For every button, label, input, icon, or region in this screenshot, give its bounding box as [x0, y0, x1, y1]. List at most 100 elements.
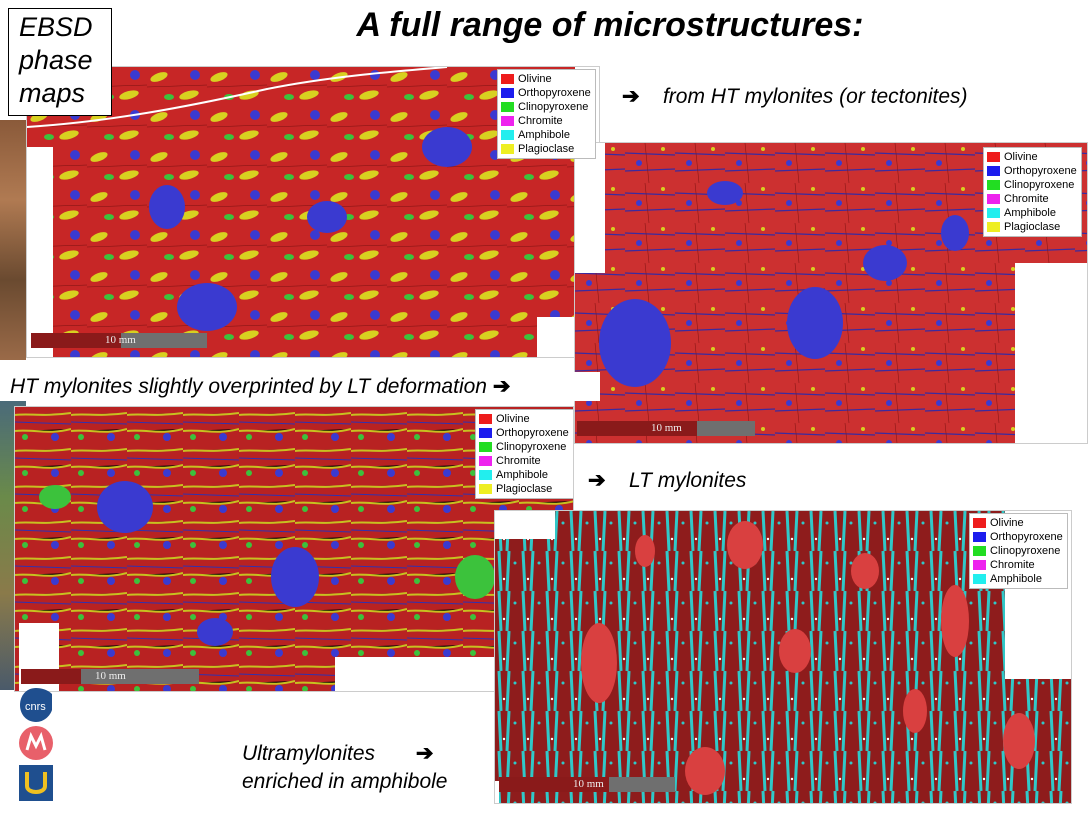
arrow-icon: ➔ [588, 469, 606, 492]
legend-label: Amphibole [518, 129, 570, 141]
legend-item: Clinopyroxene [501, 100, 591, 114]
legend-label: Chromite [496, 455, 541, 467]
legend-item: Chromite [479, 454, 569, 468]
svg-text:cnrs: cnrs [25, 701, 46, 713]
ebsd-map-ht-overprinted: Olivine Orthopyroxene Clinopyroxene Chro… [14, 406, 574, 692]
legend-item: Amphibole [479, 468, 569, 482]
university-logo-icon [19, 765, 53, 801]
legend-item: Olivine [973, 516, 1063, 530]
scale-label: 10 mm [105, 334, 136, 346]
legend-label: Plagioclase [496, 483, 553, 495]
ebsd-phase-maps-label: EBSD phase maps [8, 8, 112, 116]
ebsd-label-line: phase [19, 45, 93, 75]
scale-bar: 10 mm [577, 421, 755, 436]
phase-legend: Olivine Orthopyroxene Clinopyroxene Chro… [497, 69, 596, 159]
university-logo [18, 764, 54, 802]
ebsd-label-line: maps [19, 78, 86, 108]
legend-swatch [987, 194, 1000, 204]
scale-bar: 10 mm [499, 777, 675, 792]
legend-swatch [987, 180, 1000, 190]
decorative-side-strip [0, 120, 26, 360]
legend-label: Plagioclase [1004, 221, 1061, 233]
cnrs-logo: cnrs [18, 686, 54, 724]
legend-label: Olivine [1004, 151, 1038, 163]
page-title: A full range of microstructures: [356, 6, 864, 44]
montpellier-logo [18, 724, 54, 762]
legend-item: Plagioclase [479, 482, 569, 496]
legend-item: Olivine [479, 412, 569, 426]
legend-swatch [987, 152, 1000, 162]
legend-swatch [501, 74, 514, 84]
legend-label: Plagioclase [518, 143, 575, 155]
legend-swatch [987, 166, 1000, 176]
legend-item: Orthopyroxene [501, 86, 591, 100]
legend-swatch [479, 414, 492, 424]
arrow-icon: ➔ [492, 375, 511, 398]
legend-item: Clinopyroxene [973, 544, 1063, 558]
legend-swatch [973, 560, 986, 570]
legend-item: Plagioclase [987, 220, 1077, 234]
legend-label: Amphibole [496, 469, 548, 481]
legend-item: Olivine [987, 150, 1077, 164]
legend-label: Olivine [990, 517, 1024, 529]
legend-label: Amphibole [990, 573, 1042, 585]
legend-swatch [987, 208, 1000, 218]
legend-swatch [501, 116, 514, 126]
legend-item: Chromite [501, 114, 591, 128]
legend-item: Orthopyroxene [973, 530, 1063, 544]
legend-swatch [501, 102, 514, 112]
legend-swatch [479, 428, 492, 438]
legend-label: Orthopyroxene [990, 531, 1063, 543]
ebsd-map-ht-right: Olivine Orthopyroxene Clinopyroxene Chro… [574, 142, 1088, 444]
legend-label: Orthopyroxene [496, 427, 569, 439]
legend-item: Chromite [987, 192, 1077, 206]
ebsd-label-line: EBSD [19, 12, 93, 42]
ebsd-map-ultramylonite: Olivine Orthopyroxene Clinopyroxene Chro… [494, 510, 1072, 804]
caption-text: from HT mylonites (or tectonites) [662, 85, 968, 108]
caption-lt-mylonites: ➔ LT mylonites [588, 468, 746, 493]
scale-label: 10 mm [573, 778, 604, 790]
legend-label: Clinopyroxene [1004, 179, 1075, 191]
legend-label: Orthopyroxene [518, 87, 591, 99]
montpellier-logo-icon [19, 726, 53, 760]
scale-label: 10 mm [651, 422, 682, 434]
legend-swatch [479, 456, 492, 466]
legend-swatch [501, 144, 514, 154]
legend-swatch [501, 88, 514, 98]
legend-swatch [973, 574, 986, 584]
legend-label: Chromite [518, 115, 563, 127]
legend-item: Plagioclase [501, 142, 591, 156]
legend-label: Clinopyroxene [518, 101, 589, 113]
legend-swatch [501, 130, 514, 140]
legend-label: Chromite [1004, 193, 1049, 205]
legend-label: Olivine [496, 413, 530, 425]
legend-item: Amphibole [973, 572, 1063, 586]
legend-item: Chromite [973, 558, 1063, 572]
caption-text: HT mylonites slightly overprinted by LT … [10, 375, 487, 398]
scale-label: 10 mm [95, 670, 126, 682]
legend-swatch [479, 442, 492, 452]
legend-item: Clinopyroxene [987, 178, 1077, 192]
arrow-icon: ➔ [622, 85, 640, 108]
caption-ultramylonites: Ultramylonites ➔ enriched in amphibole [242, 740, 447, 796]
legend-swatch [479, 470, 492, 480]
legend-label: Amphibole [1004, 207, 1056, 219]
legend-label: Clinopyroxene [496, 441, 567, 453]
legend-item: Olivine [501, 72, 591, 86]
legend-swatch [479, 484, 492, 494]
arrow-icon: ➔ [415, 742, 434, 765]
caption-text: LT mylonites [628, 469, 747, 492]
legend-label: Orthopyroxene [1004, 165, 1077, 177]
caption-text: Ultramylonites [242, 742, 376, 765]
legend-swatch [973, 518, 986, 528]
caption-text: enriched in amphibole [242, 770, 448, 793]
phase-legend: Olivine Orthopyroxene Clinopyroxene Chro… [475, 409, 573, 499]
legend-swatch [973, 532, 986, 542]
legend-item: Orthopyroxene [479, 426, 569, 440]
phase-legend: Olivine Orthopyroxene Clinopyroxene Chro… [983, 147, 1082, 237]
scale-bar: 10 mm [21, 669, 199, 684]
legend-item: Clinopyroxene [479, 440, 569, 454]
legend-item: Orthopyroxene [987, 164, 1077, 178]
scale-bar: 10 mm [31, 333, 207, 348]
legend-swatch [973, 546, 986, 556]
